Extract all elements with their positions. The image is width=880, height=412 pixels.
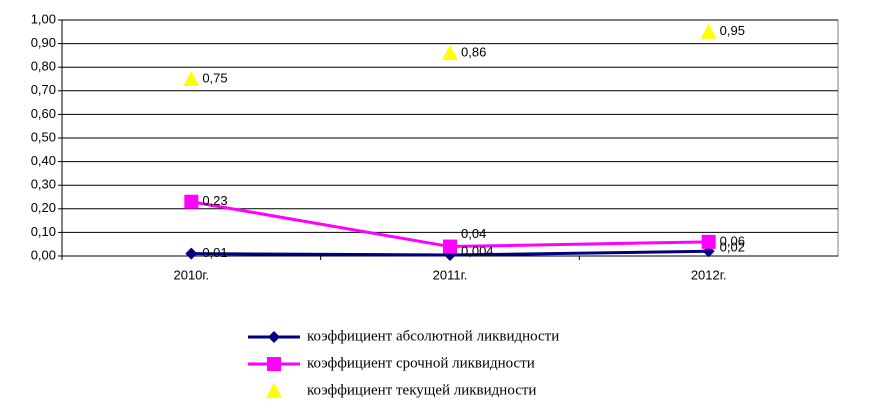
data-label: 0,23 — [202, 193, 227, 208]
data-label: 0,02 — [720, 240, 745, 255]
data-label: 0,06 — [720, 233, 745, 248]
marker — [267, 357, 281, 371]
y-tick-label: 0,90 — [31, 35, 56, 50]
x-tick-label: 2011г. — [433, 267, 468, 282]
y-tick-label: 0,70 — [31, 82, 56, 97]
marker — [183, 71, 200, 86]
marker — [266, 383, 282, 398]
marker — [268, 331, 280, 343]
y-tick-label: 0,20 — [31, 200, 56, 215]
y-tick-label: 0,10 — [31, 224, 56, 239]
data-label: 0,04 — [461, 226, 486, 241]
data-label: 0,75 — [202, 70, 227, 85]
y-tick-label: 0,40 — [31, 153, 56, 168]
legend-label: коэффициент срочной ликвидности — [307, 355, 535, 371]
legend-label: коэффициент текущей ликвидности — [307, 382, 536, 398]
marker — [184, 194, 199, 209]
x-tick-label: 2010г. — [173, 267, 209, 282]
data-label: 0,95 — [720, 23, 745, 38]
marker — [701, 234, 716, 249]
y-tick-label: 0,80 — [31, 59, 56, 74]
marker — [442, 45, 458, 61]
legend-label: коэффициент абсолютной ликвидности — [307, 328, 559, 344]
data-label: 0,004 — [461, 243, 494, 258]
marker — [700, 23, 717, 39]
marker — [185, 247, 198, 260]
legend: коэффициент абсолютной ликвидности коэффи… — [248, 328, 559, 398]
data-label: 0,86 — [461, 44, 486, 59]
marker — [443, 239, 457, 254]
y-tick-label: 0,30 — [31, 177, 56, 192]
x-tick-label: 2012г. — [691, 267, 727, 282]
y-tick-label: 0,60 — [31, 106, 56, 121]
y-tick-label: 0,50 — [31, 129, 56, 144]
y-tick-label: 0,00 — [31, 247, 56, 262]
data-label: 0,01 — [202, 245, 227, 260]
y-tick-label: 1,00 — [31, 11, 56, 26]
